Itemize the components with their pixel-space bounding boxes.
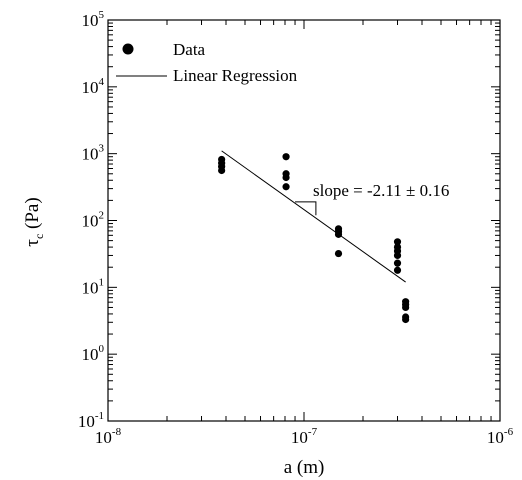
regression-line — [221, 150, 406, 283]
svg-text:τc (Pa): τc (Pa) — [22, 197, 46, 246]
x-tick-exponent: -7 — [308, 426, 318, 438]
y-tick-exponent: 0 — [99, 343, 105, 355]
x-axis-label: a (m) — [284, 457, 325, 478]
data-points — [218, 153, 410, 324]
y-tick-exponent: -1 — [95, 410, 104, 422]
data-point — [334, 230, 343, 238]
y-tick-exponent: 2 — [99, 210, 105, 222]
y-tick-label: 103 — [82, 143, 105, 164]
x-tick-label: 10-7 — [291, 426, 318, 447]
data-point — [402, 303, 410, 312]
x-tick-base: 10 — [95, 428, 112, 447]
y-tick-base: 10 — [82, 212, 99, 231]
axis-ticks — [107, 20, 500, 422]
y-tick-base: 10 — [82, 11, 99, 30]
y-tick-base: 10 — [82, 145, 99, 164]
legend-label-regression: Linear Regression — [173, 66, 298, 85]
data-point — [334, 249, 343, 258]
y-label-subscript: c — [32, 234, 46, 239]
y-tick-exponent: 3 — [99, 143, 105, 155]
y-tick-base: 10 — [78, 412, 95, 431]
plot-frame — [107, 19, 501, 422]
data-point — [282, 173, 290, 182]
data-point — [393, 266, 402, 274]
y-tick-label: 105 — [82, 9, 105, 30]
y-tick-label: 10-1 — [78, 410, 104, 431]
x-tick-label: 10-8 — [95, 426, 122, 447]
y-tick-exponent: 4 — [99, 76, 105, 88]
y-tick-base: 10 — [82, 345, 99, 364]
data-point — [282, 183, 290, 191]
y-label-symbol: τ — [22, 239, 43, 247]
y-tick-label: 102 — [82, 210, 105, 231]
y-tick-base: 10 — [82, 278, 99, 297]
y-tick-exponent: 5 — [99, 9, 105, 21]
data-point — [282, 153, 290, 161]
data-point — [393, 238, 402, 246]
slope-annotation: slope = -2.11 ± 0.16 — [313, 181, 449, 200]
y-tick-exponent: 1 — [99, 276, 105, 288]
data-point — [402, 315, 410, 324]
x-tick-base: 10 — [487, 428, 504, 447]
legend-label-data: Data — [173, 40, 206, 59]
data-point — [393, 259, 402, 267]
data-point — [218, 166, 226, 175]
slope-triangle — [295, 201, 317, 216]
x-tick-label: 10-6 — [487, 426, 514, 447]
y-axis-label: τc (Pa) — [22, 197, 46, 246]
y-tick-label: 100 — [82, 343, 105, 364]
x-tick-exponent: -6 — [504, 426, 514, 438]
x-tick-exponent: -8 — [112, 426, 122, 438]
y-label-unit: (Pa) — [22, 197, 43, 229]
x-tick-base: 10 — [291, 428, 308, 447]
y-tick-base: 10 — [82, 78, 99, 97]
data-point — [393, 251, 402, 260]
y-tick-label: 104 — [82, 76, 105, 97]
legend-marker-data — [122, 43, 134, 55]
y-tick-label: 101 — [82, 276, 105, 297]
